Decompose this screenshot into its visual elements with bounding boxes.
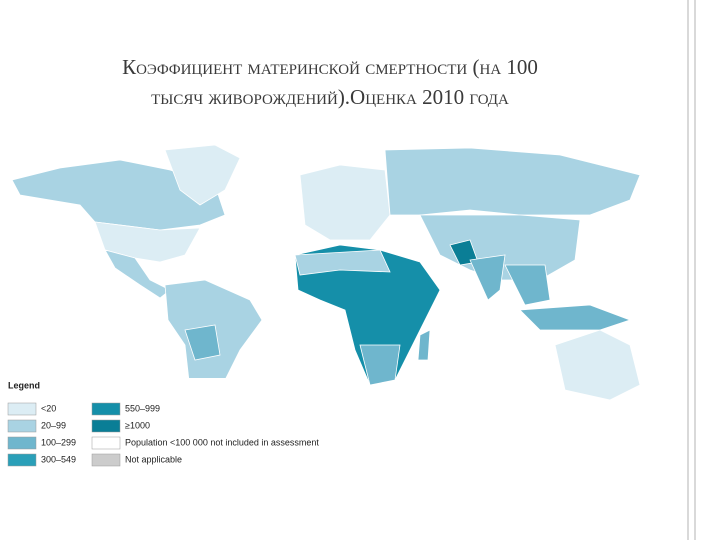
legend-swatch xyxy=(7,419,37,433)
legend-swatch xyxy=(7,402,37,416)
north-africa xyxy=(294,249,391,276)
legend-swatch xyxy=(91,419,121,433)
madagascar xyxy=(417,329,431,361)
southern-africa xyxy=(359,344,401,386)
legend-swatch xyxy=(7,436,37,450)
legend-label: 300–549 xyxy=(41,454,76,464)
legend-title: Legend xyxy=(8,380,40,390)
europe xyxy=(299,164,391,241)
title-line: Коэффициент материнской смертности (на 1… xyxy=(122,55,538,79)
legend: Legend <20 20–99 100–299 300–549 550–999 ≥100… xyxy=(4,378,354,473)
legend-swatch xyxy=(91,402,121,416)
legend-label: 550–999 xyxy=(125,403,160,413)
bolivia xyxy=(184,324,221,361)
legend-label: 100–299 xyxy=(41,437,76,447)
legend-box xyxy=(4,378,354,473)
russia xyxy=(384,147,641,216)
legend-label: 20–99 xyxy=(41,420,66,430)
legend-label: Not applicable xyxy=(125,454,182,464)
legend-label: <20 xyxy=(41,403,56,413)
legend-label: Population <100 000 not included in asse… xyxy=(125,437,319,447)
australia xyxy=(554,329,641,401)
legend-swatch xyxy=(91,453,121,467)
africa xyxy=(294,244,441,386)
legend-swatch xyxy=(7,453,37,467)
southeast-asia xyxy=(504,264,551,306)
greenland xyxy=(164,144,241,206)
indonesia xyxy=(519,304,632,331)
legend-label: ≥1000 xyxy=(125,420,150,430)
central-america xyxy=(104,249,171,299)
india xyxy=(469,254,506,301)
canada xyxy=(11,159,226,231)
legend-swatch xyxy=(91,436,121,450)
title-line: тысяч живорождений).Оценка 2010 года xyxy=(151,85,509,109)
world-map xyxy=(11,144,641,441)
